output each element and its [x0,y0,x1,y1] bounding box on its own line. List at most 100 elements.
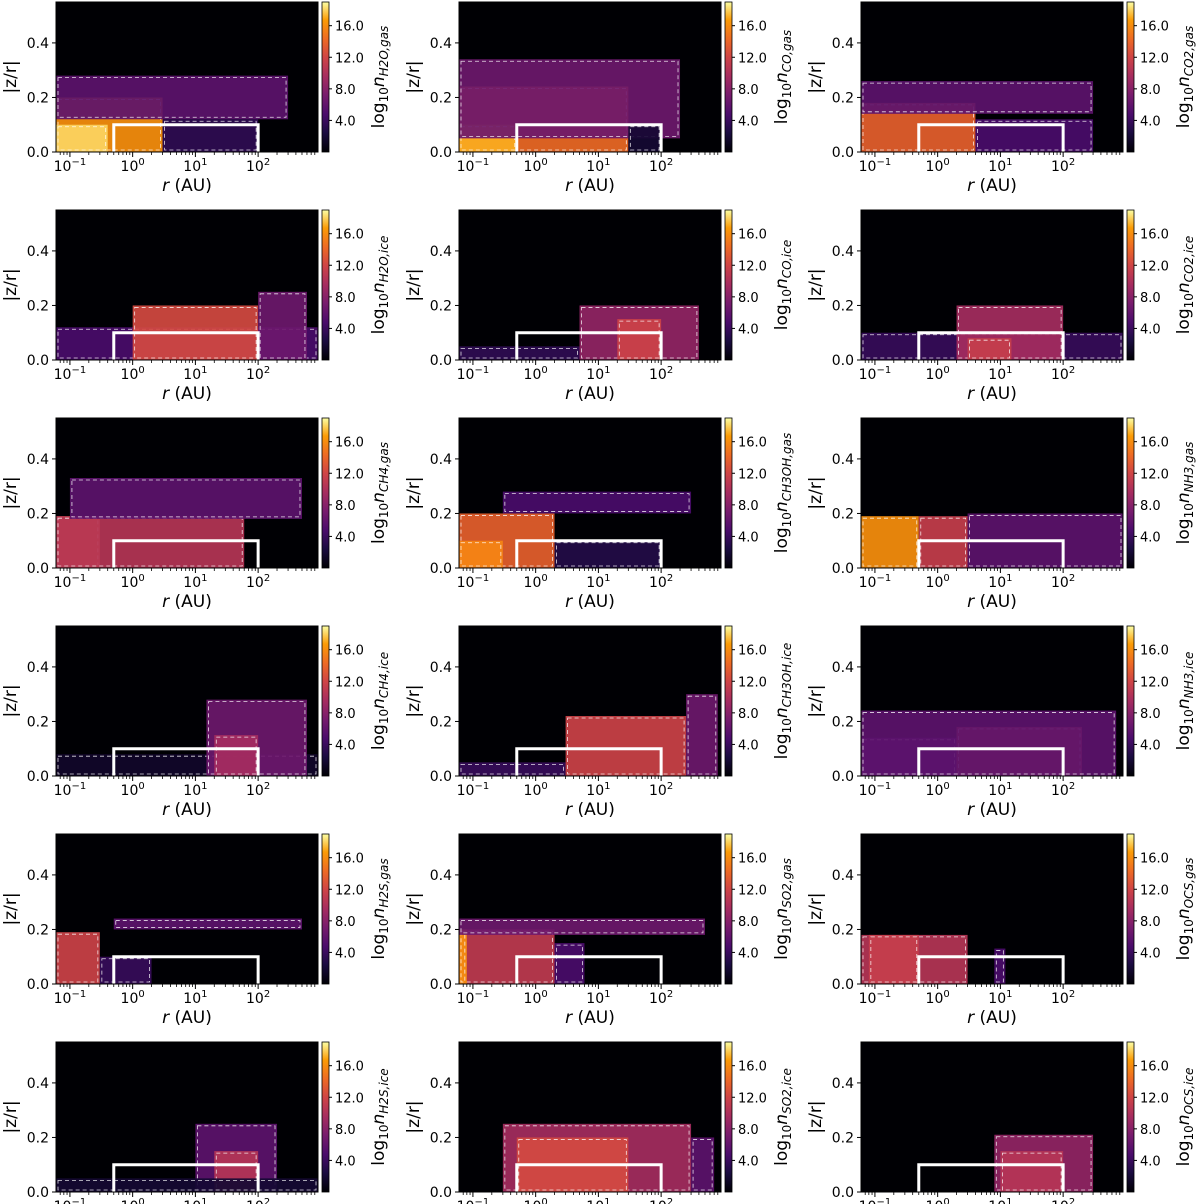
colorbar-tick-label: 12.0 [335,467,364,482]
colorbar [1126,1041,1135,1193]
y-tick-label: 0.2 [27,90,49,106]
x-tick-label: 101 [988,365,1012,383]
contour-line [460,515,553,567]
colorbar-tick-label: 16.0 [1140,228,1169,243]
colorbar [1126,417,1135,569]
panel-co2-ice: 0.0 0.2 0.4 10−1 100 101 102 r (AU) |z/r| 4.0 8.0 1… [806,209,1196,404]
contour-line [629,126,660,151]
plot-frame [860,417,1124,569]
colorbar-label: log10nCO2,ice [1174,236,1196,335]
panel-ocs-gas: 0.0 0.2 0.4 10−1 100 101 102 r (AU) |z/r| 4.0 8.0 1… [806,833,1196,1028]
x-tick-label: 100 [121,781,145,799]
colorbar-label: log10nCO,gas [772,30,794,124]
y-tick-label: 0.4 [430,452,452,468]
x-axis-label: r (AU) [967,384,1017,404]
colorbar-tick-label: 4.0 [1140,946,1161,961]
contour-line [57,1179,317,1191]
y-tick-label: 0.0 [832,353,854,369]
y-tick-label: 0.0 [430,353,452,369]
x-tick-label: 100 [121,365,145,383]
density-region [502,491,692,514]
colorbar-label: log10nH2O,gas [369,26,391,129]
region-box [917,1163,1065,1192]
x-tick-label: 102 [246,781,270,799]
density-region [56,75,289,120]
y-tick-label: 0.0 [430,977,452,993]
density-region [459,929,467,984]
y-axis-label: |z/r| [404,892,424,925]
region-box [515,747,663,776]
y-tick-label: 0.4 [832,868,854,884]
y-tick-label: 0.4 [27,244,49,260]
colorbar-tick-label: 16.0 [738,644,767,659]
plot-frame [55,625,319,777]
colorbar-tick-label: 12.0 [335,1091,364,1106]
colorbar [1126,833,1135,985]
y-tick-label: 0.4 [430,244,452,260]
colorbar-tick-label: 4.0 [335,114,356,129]
x-axis-label: r (AU) [162,592,212,612]
y-tick-label: 0.0 [832,145,854,161]
x-tick-label: 102 [1051,573,1075,591]
colorbar-tick-label: 12.0 [738,1091,767,1106]
colorbar [724,209,733,361]
colorbar [321,1,330,153]
y-axis-label: |z/r| [806,1100,826,1133]
colorbar-tick-label: 8.0 [1140,915,1161,930]
plot-frame [458,209,722,361]
y-tick-label: 0.2 [832,506,854,522]
x-tick-label: 10−1 [859,1197,892,1204]
colorbar-label: log10nCO2,gas [1174,26,1196,128]
x-tick-label: 102 [246,1197,270,1204]
x-tick-label: 101 [183,365,207,383]
x-tick-label: 10−1 [457,781,490,799]
colorbar-tick-label: 4.0 [738,1154,759,1169]
y-axis-label: |z/r| [1,684,21,717]
contour-line [862,82,1092,113]
contour-line [196,1125,276,1191]
plot-frame [458,833,722,985]
panel-ch3oh-ice: 0.0 0.2 0.4 10−1 100 101 102 r (AU) |z/r| 4.0 8.0 1… [404,625,794,820]
y-tick-label: 0.2 [832,90,854,106]
density-region [554,540,662,568]
colorbar [724,833,733,985]
x-tick-label: 10−1 [54,573,87,591]
density-region [861,81,1094,114]
panel-nh3-ice: 0.0 0.2 0.4 10−1 100 101 102 r (AU) |z/r| 4.0 8.0 1… [806,625,1196,820]
y-tick-label: 0.0 [832,1185,854,1201]
x-tick-label: 100 [121,1197,145,1204]
colorbar-label: log10nCH4,gas [369,442,391,544]
x-tick-label: 102 [649,1197,673,1204]
density-region [994,948,1006,984]
contour-line [687,695,717,775]
x-tick-label: 100 [926,365,950,383]
y-tick-label: 0.0 [27,353,49,369]
heatmap-field [861,710,1117,776]
x-tick-label: 101 [586,157,610,175]
colorbar-tick-label: 4.0 [335,738,356,753]
y-tick-label: 0.2 [430,1130,452,1146]
colorbar-tick-label: 12.0 [335,883,364,898]
plot-frame [55,417,319,569]
y-tick-label: 0.2 [27,714,49,730]
x-axis-label: r (AU) [565,592,615,612]
x-tick-label: 101 [183,573,207,591]
y-tick-label: 0.2 [27,1130,49,1146]
contour-line [101,958,150,983]
plot-frame [55,209,319,361]
y-tick-label: 0.0 [27,769,49,785]
colorbar-tick-label: 4.0 [738,946,759,961]
y-tick-label: 0.0 [27,977,49,993]
colorbar-tick-label: 12.0 [1140,883,1169,898]
plot-frame [458,625,722,777]
y-tick-label: 0.4 [27,1076,49,1092]
colorbar-tick-label: 16.0 [335,228,364,243]
x-tick-label: 102 [649,989,673,1007]
colorbar-tick-label: 12.0 [738,467,767,482]
contour-line [460,763,564,775]
x-tick-label: 10−1 [859,365,892,383]
colorbar-tick-label: 16.0 [738,20,767,35]
y-axis-label: |z/r| [1,1100,21,1133]
y-tick-label: 0.2 [430,714,452,730]
contour-line [57,126,107,151]
